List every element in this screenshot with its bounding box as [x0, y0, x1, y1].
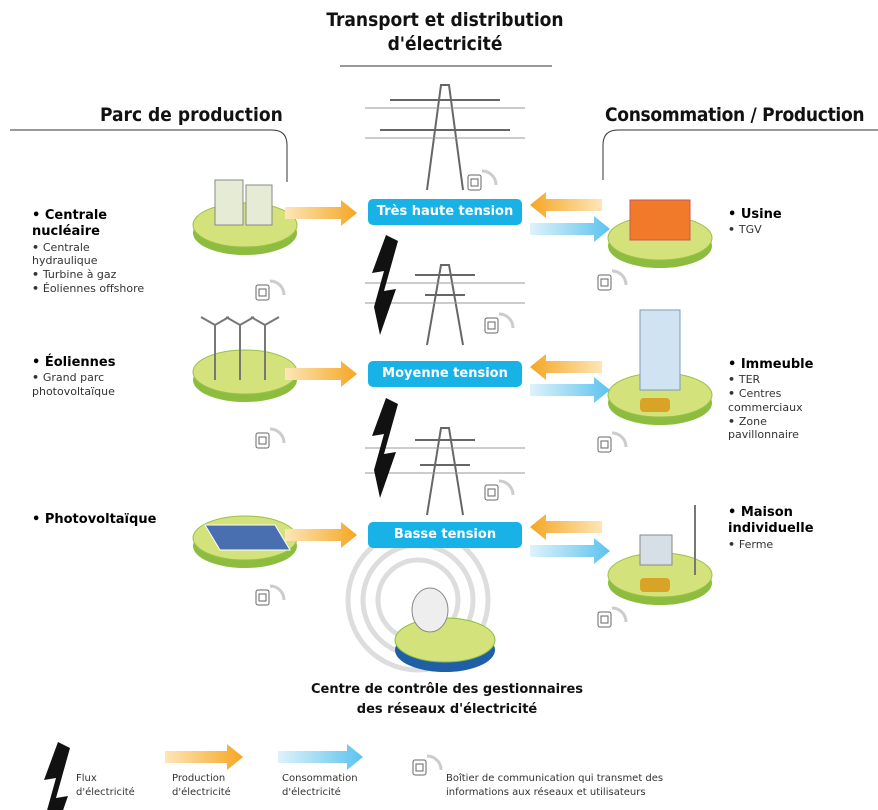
island-top	[193, 350, 297, 394]
level-label: Basse tension	[368, 522, 522, 548]
dish	[412, 588, 448, 632]
flow-arrow	[165, 744, 243, 770]
source-item: Turbine à gaz	[32, 268, 172, 282]
meter	[256, 590, 269, 605]
signal	[270, 586, 284, 600]
bracket	[10, 130, 287, 182]
consumer-item: TER	[728, 373, 868, 387]
building	[640, 310, 680, 390]
legend-label: Production d'électricité	[172, 772, 242, 799]
flow-arrow	[530, 514, 602, 540]
source-item: Centrale hydraulique	[32, 241, 142, 269]
level-label: Très haute tension	[368, 199, 522, 225]
consumer-main: Usine	[728, 207, 868, 223]
meter	[256, 285, 269, 300]
car	[640, 398, 670, 412]
control-center-label: Centre de contrôle des gestionnaires des…	[300, 680, 594, 720]
source-item: Grand parc photovoltaïque	[32, 371, 152, 399]
pylon	[427, 265, 463, 345]
consumer-group: Usine TGV	[728, 207, 868, 237]
source-main: Photovoltaïque	[32, 512, 172, 528]
signal	[499, 314, 513, 328]
meter	[256, 433, 269, 448]
bracket	[603, 130, 878, 180]
meter	[485, 485, 498, 500]
wind-blades	[201, 317, 229, 341]
signal	[482, 171, 496, 185]
flow-arrow	[278, 744, 363, 770]
legend-label: Consommation d'électricité	[282, 772, 362, 799]
meter	[598, 275, 611, 290]
meter	[468, 175, 481, 190]
lightning	[372, 235, 398, 335]
source-main: Éoliennes	[32, 355, 162, 371]
consumer-item: Zone pavillonnaire	[728, 415, 818, 443]
flow-arrow	[530, 192, 602, 218]
signal	[612, 433, 626, 447]
signal	[612, 271, 626, 285]
island-top	[395, 618, 495, 662]
diagram: Transport et distribution d'électricité …	[0, 0, 878, 810]
meter	[598, 612, 611, 627]
consumer-main: Maison individuelle	[728, 505, 838, 538]
pylon	[427, 428, 463, 515]
level-label: Moyenne tension	[368, 361, 522, 387]
factory	[630, 200, 690, 240]
signal	[427, 756, 441, 770]
house	[640, 535, 672, 565]
source-group: Éoliennes Grand parc photovoltaïque	[32, 355, 162, 399]
signal	[499, 481, 513, 495]
meter	[413, 760, 426, 775]
cooling-tower	[246, 185, 272, 225]
consumer-item: TGV	[728, 223, 868, 237]
source-group: Centrale nucléaire Centrale hydraulique …	[32, 208, 172, 296]
source-main: Centrale nucléaire	[32, 208, 172, 241]
car	[640, 578, 670, 592]
consumer-group: Immeuble TER Centres commerciaux Zone pa…	[728, 357, 868, 442]
lightning	[44, 742, 70, 810]
flow-arrow	[530, 354, 602, 380]
consumer-main: Immeuble	[728, 357, 868, 373]
signal	[270, 281, 284, 295]
meter	[598, 437, 611, 452]
column-heading: Parc de production	[100, 104, 283, 126]
flow-arrow	[530, 377, 610, 403]
signal	[270, 429, 284, 443]
legend-label: Flux d'électricité	[76, 772, 136, 799]
cooling-tower	[215, 180, 243, 225]
consumer-item: Centres commerciaux	[728, 387, 818, 415]
legend-label: Boîtier de communication qui transmet de…	[446, 772, 716, 799]
island-top	[193, 203, 297, 247]
consumer-group: Maison individuelle Ferme	[728, 505, 838, 551]
wind-blades	[226, 317, 254, 341]
source-item: Éoliennes offshore	[32, 282, 172, 296]
wind-blades	[251, 317, 279, 341]
solar-panels	[205, 525, 290, 550]
title: Transport et distribution d'électricité	[310, 8, 580, 56]
source-group: Photovoltaïque	[32, 512, 172, 528]
flow-arrow	[530, 216, 610, 242]
flow-arrow	[530, 538, 610, 564]
signal	[612, 608, 626, 622]
consumer-item: Ferme	[728, 538, 838, 552]
column-heading: Consommation / Production	[605, 104, 864, 126]
meter	[485, 318, 498, 333]
